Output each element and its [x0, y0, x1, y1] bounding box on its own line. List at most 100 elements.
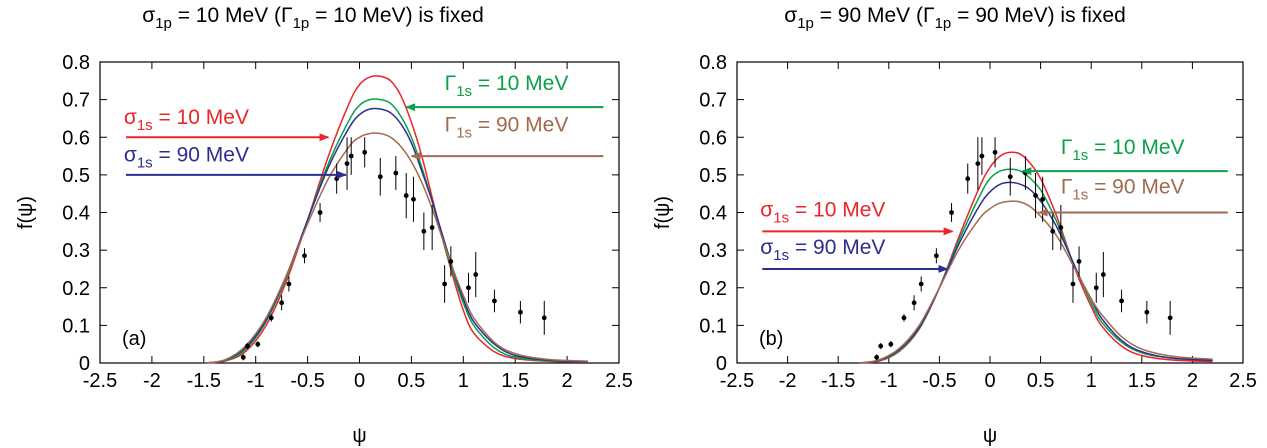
y-tick-label: 0.5 [62, 165, 90, 187]
y-tick-label: 0.8 [699, 52, 727, 74]
series-annotation: Γ1s = 10 MeV [1061, 136, 1185, 164]
x-tick-label: 1 [458, 370, 469, 392]
y-tick-label: 0.6 [62, 127, 90, 149]
data-point [393, 170, 399, 176]
y-axis-label: f(ψ) [652, 196, 674, 229]
data-point [244, 343, 250, 349]
series-line [203, 98, 588, 364]
data-point [302, 253, 307, 259]
x-axis-label: ψ [352, 425, 366, 447]
data-point [286, 281, 292, 287]
x-tick-label: -2.5 [83, 370, 117, 392]
data-point [466, 285, 471, 291]
data-point [888, 341, 894, 347]
x-tick-label: -1 [247, 370, 265, 392]
data-point [1007, 174, 1013, 180]
x-tick-label: -0.5 [922, 370, 956, 392]
x-tick-label: 1 [1086, 370, 1097, 392]
series-annotation: Γ1s = 90 MeV [445, 114, 569, 142]
series-annotation: σ1s = 90 MeV [760, 236, 885, 264]
data-point [1058, 225, 1064, 230]
x-tick-label: -1 [880, 370, 898, 392]
data-point [874, 354, 880, 360]
x-tick-label: -1.5 [187, 370, 221, 392]
series-line [203, 132, 588, 364]
data-point [362, 149, 368, 155]
y-tick-label: 0.8 [62, 52, 90, 74]
x-tick-label: 2.5 [1229, 370, 1257, 392]
x-tick-label: 2 [1187, 370, 1198, 392]
data-point [348, 153, 354, 159]
y-tick-label: 0.2 [699, 278, 727, 300]
data-point [1093, 285, 1099, 291]
y-tick-label: 0.2 [62, 278, 90, 300]
x-tick-label: 0.5 [397, 370, 425, 392]
data-point [240, 354, 246, 360]
y-tick-label: 0.4 [62, 203, 90, 225]
x-tick-label: -1.5 [821, 370, 855, 392]
y-tick-label: 0.3 [62, 240, 90, 262]
x-tick-label: 1.5 [501, 370, 529, 392]
data-point [965, 176, 971, 182]
data-point [403, 193, 409, 198]
x-tick-label: 2.5 [605, 370, 633, 392]
panel-label: (b) [759, 328, 783, 350]
data-point [911, 300, 917, 306]
data-point [979, 153, 985, 159]
y-axis-label: f(ψ) [15, 196, 37, 229]
data-point [411, 196, 416, 202]
y-tick-label: 0.5 [699, 165, 727, 187]
data-point [255, 341, 261, 347]
data-point [1144, 309, 1150, 315]
x-tick-label: 2 [562, 370, 573, 392]
data-point [421, 228, 427, 234]
x-tick-label: -2.5 [720, 370, 754, 392]
data-point [1070, 281, 1076, 287]
series-line [858, 200, 1213, 364]
data-point [473, 272, 479, 277]
series-annotation: σ1s = 10 MeV [760, 198, 885, 226]
x-tick-label: 0 [984, 370, 995, 392]
data-point [279, 300, 285, 306]
y-tick-label: 0.1 [699, 315, 727, 337]
data-point [429, 225, 435, 230]
data-point [1119, 298, 1124, 304]
data-point [1167, 315, 1173, 321]
x-tick-label: 0.5 [1027, 370, 1055, 392]
series-line [203, 75, 588, 364]
data-point [377, 174, 383, 180]
data-point [1076, 259, 1082, 264]
data-point [878, 343, 884, 349]
data-point [992, 149, 998, 155]
data-point [1100, 272, 1106, 277]
x-tick-label: -2 [143, 370, 161, 392]
data-point [492, 298, 497, 304]
series-annotation: σ1s = 90 MeV [124, 144, 249, 172]
y-tick-label: 0.7 [699, 90, 727, 112]
chart-panel-b: σ1p = 90 MeV (Γ1p = 90 MeV) is fixed -2.5… [652, 4, 1257, 447]
chart-title: σ1p = 90 MeV (Γ1p = 90 MeV) is fixed [784, 4, 1126, 32]
data-point [918, 281, 924, 287]
x-axis-label: ψ [983, 425, 997, 447]
data-point [442, 281, 448, 287]
series-annotation: Γ1s = 10 MeV [445, 72, 569, 100]
chart-panel-a: σ1p = 10 MeV (Γ1p = 10 MeV) is fixed -2.5… [15, 4, 633, 447]
y-tick-label: 0.6 [699, 127, 727, 149]
data-point [317, 210, 323, 215]
x-tick-label: -0.5 [290, 370, 324, 392]
data-point [334, 176, 340, 182]
data-point [975, 161, 981, 166]
data-point [1040, 196, 1046, 202]
data-point [949, 210, 954, 215]
y-tick-label: 0.4 [699, 203, 727, 225]
data-point [933, 253, 939, 259]
data-point [517, 309, 523, 315]
y-tick-label: 0 [716, 353, 727, 375]
data-point [1033, 193, 1038, 198]
y-tick-label: 0.7 [62, 90, 90, 112]
series-annotation: σ1s = 10 MeV [124, 106, 249, 134]
data-point [344, 161, 350, 166]
x-tick-label: 0 [354, 370, 365, 392]
series-annotation: Γ1s = 90 MeV [1061, 176, 1185, 204]
